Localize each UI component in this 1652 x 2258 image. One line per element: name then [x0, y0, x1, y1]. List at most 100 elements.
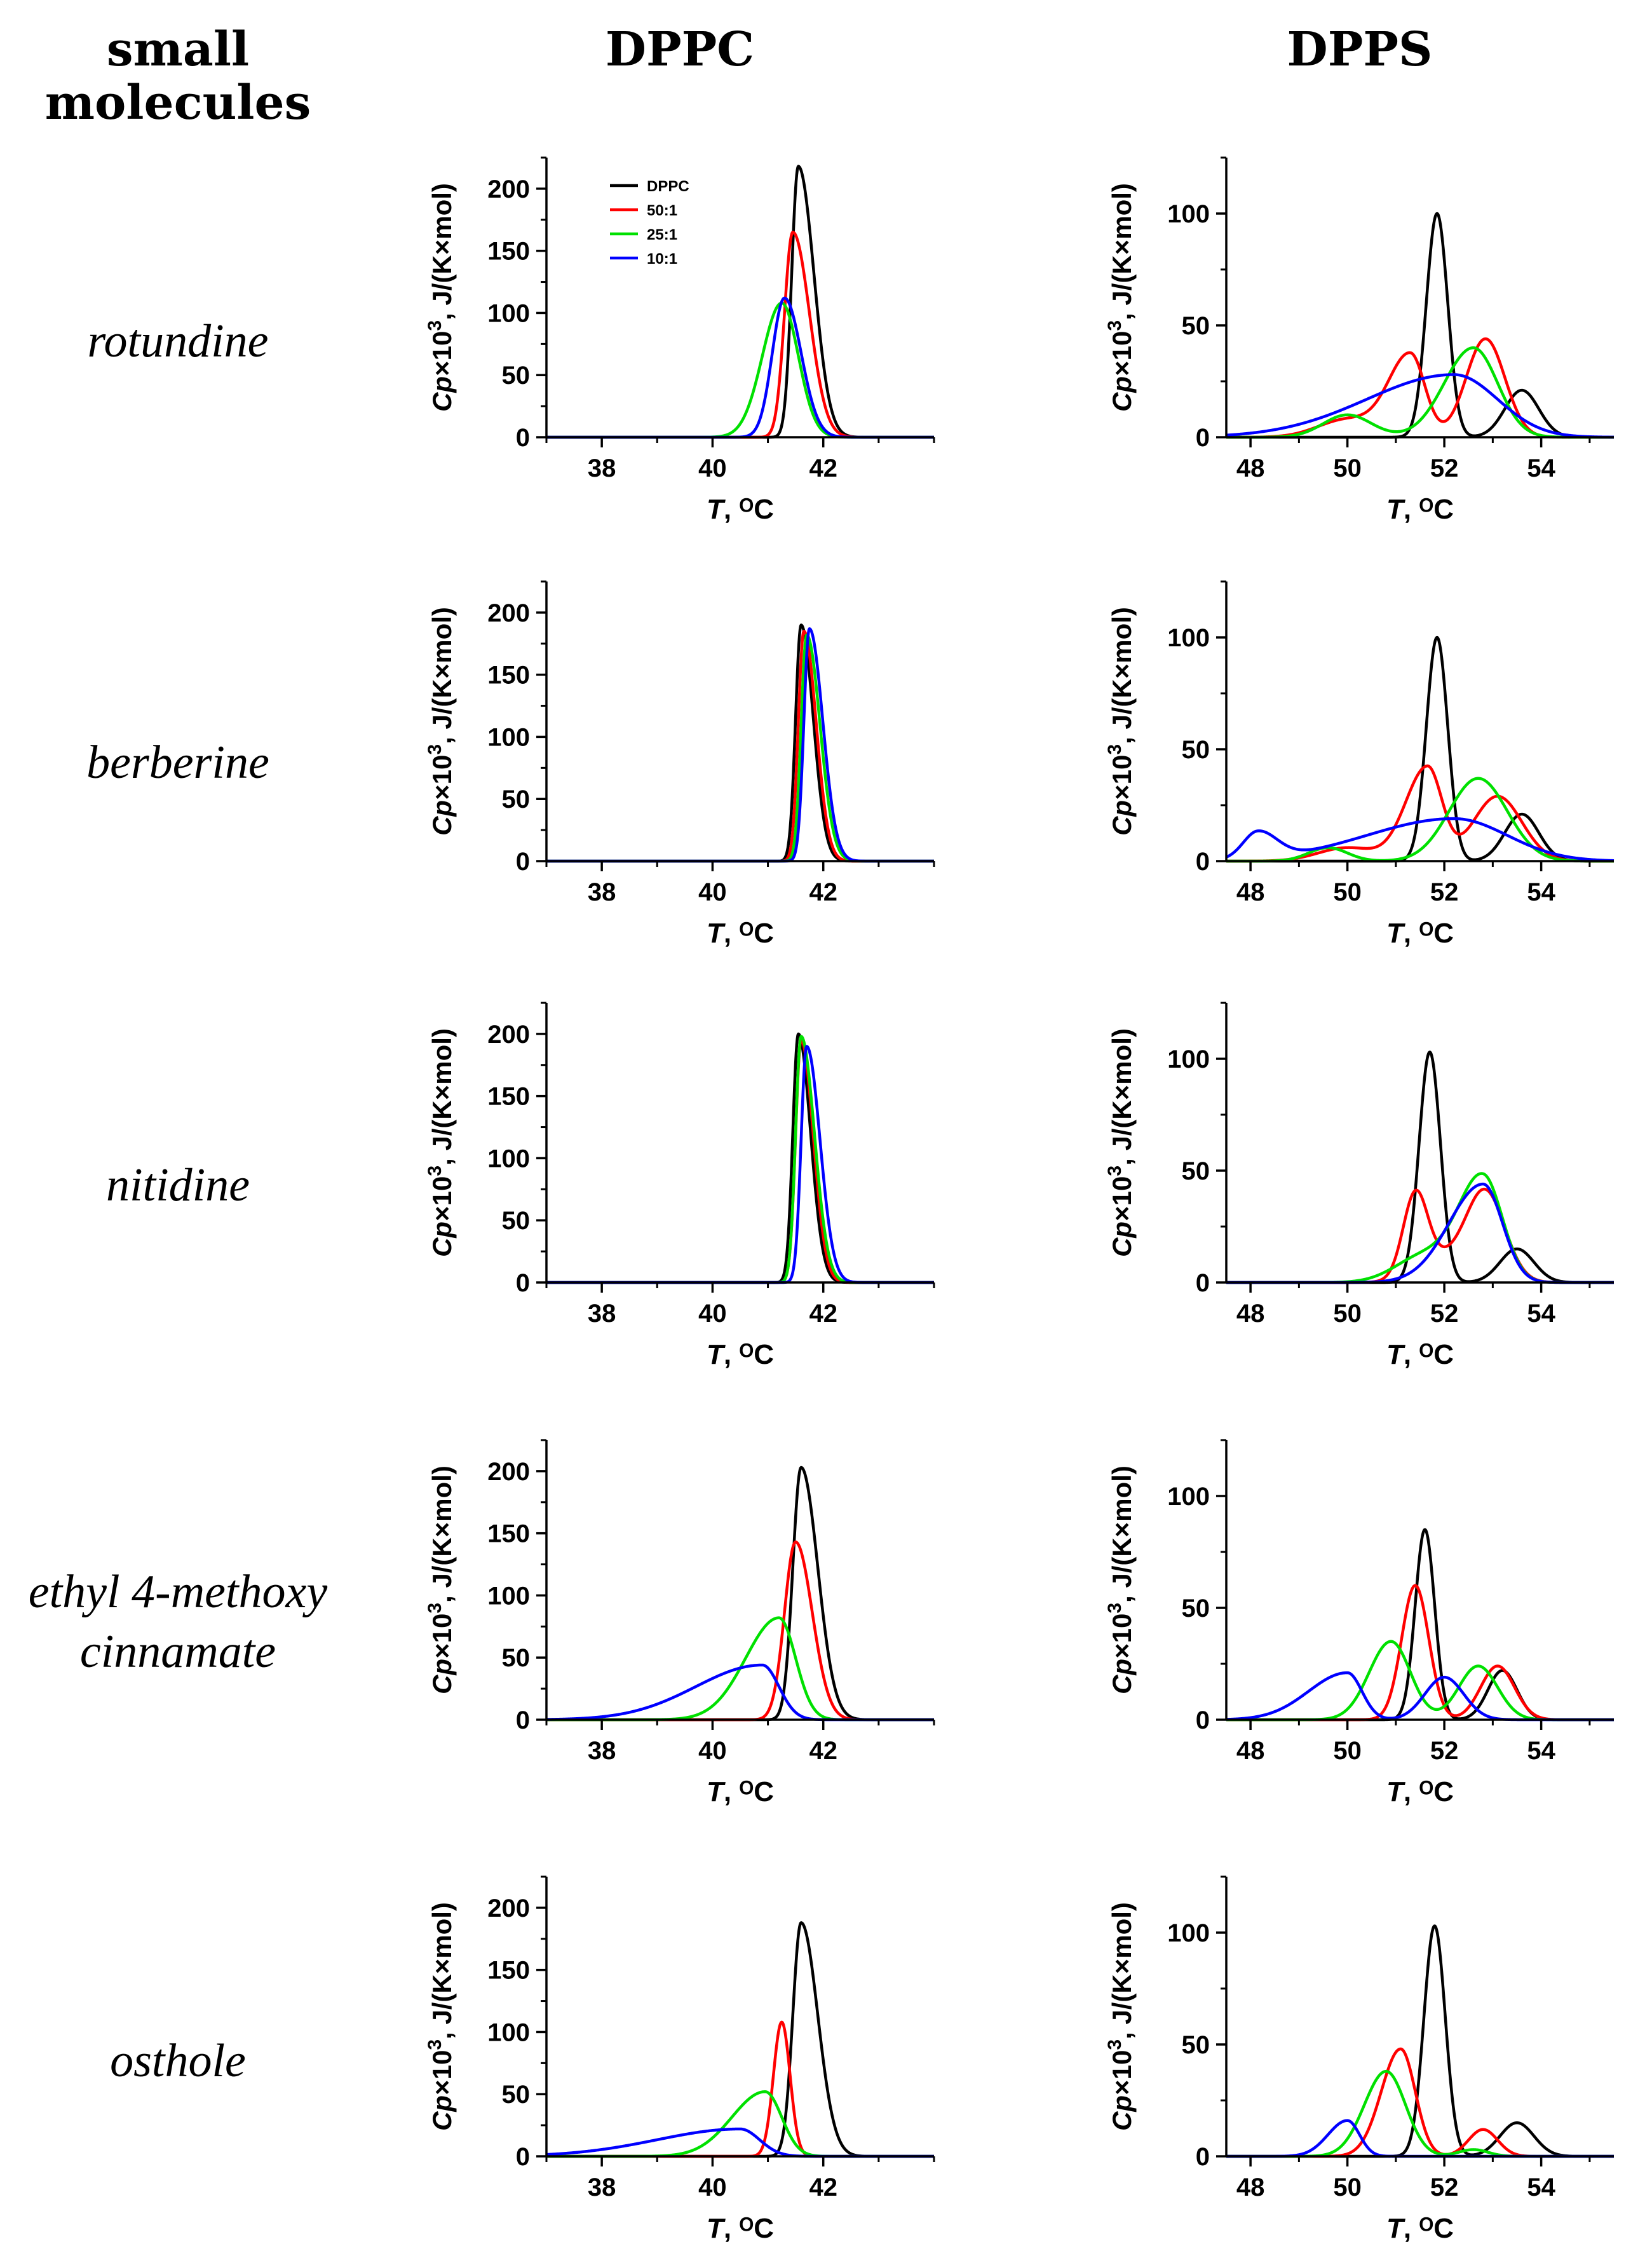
y-axis-label: Cp×103, J/(K×mol) — [424, 1902, 457, 2131]
y-tick-label: 100 — [487, 2018, 530, 2046]
y-tick-label: 150 — [487, 1083, 530, 1111]
x-tick-label: 52 — [1430, 878, 1459, 906]
y-tick-label: 100 — [1167, 1919, 1210, 1947]
header-dpps: DPPS — [1287, 22, 1433, 77]
y-tick-label: 50 — [502, 362, 531, 390]
x-tick-label: 40 — [698, 1300, 727, 1328]
y-axis-label: Cp×103, J/(K×mol) — [1104, 1466, 1137, 1694]
y-tick-label: 0 — [516, 424, 530, 452]
x-tick-label: 48 — [1236, 454, 1265, 482]
y-tick-label: 100 — [1167, 200, 1210, 228]
chart-rotundine-dpps: 48 50 52 54 0 50 100 T, ᴼC Cp×103, J/(K×mol) — [1104, 156, 1615, 525]
series-line-dppc — [1225, 1051, 1615, 1284]
y-tick-label: 0 — [1196, 1706, 1210, 1734]
x-tick-label: 40 — [698, 1737, 727, 1765]
chart-nitidine-dpps: 48 50 52 54 0 50 100 T, ᴼC Cp×103, J/(K×mol) — [1104, 1002, 1615, 1370]
x-tick-label: 54 — [1527, 454, 1555, 482]
y-tick-label: 0 — [1196, 848, 1210, 876]
series-line-25-to-1 — [545, 301, 935, 439]
y-tick-label: 150 — [487, 662, 530, 690]
series-line-50-to-1 — [545, 2020, 935, 2158]
y-tick-label: 100 — [487, 1145, 530, 1173]
x-tick-label: 38 — [588, 2173, 616, 2201]
y-tick-label: 0 — [1196, 1269, 1210, 1297]
x-tick-label: 52 — [1430, 2173, 1459, 2201]
header-dppc: DPPC — [605, 22, 755, 77]
x-tick-label: 42 — [809, 878, 837, 906]
y-tick-label: 150 — [487, 1957, 530, 1985]
header-small-molecules-text: small molecules — [44, 22, 311, 130]
y-tick-label: 200 — [487, 599, 530, 627]
series-line-10-to-1 — [1225, 373, 1615, 439]
y-tick-label: 100 — [487, 299, 530, 327]
x-tick-label: 54 — [1527, 2173, 1555, 2201]
chart-berberine-dppc: 38 40 42 0 50 100 150 200 T, ᴼC Cp×103, J/(K×mol) — [424, 580, 935, 949]
x-tick-label: 48 — [1236, 2173, 1265, 2201]
x-tick-label: 42 — [809, 2173, 837, 2201]
header-small-molecules: small molecules — [44, 23, 311, 130]
y-tick-label: 100 — [487, 723, 530, 751]
y-tick-label: 0 — [1196, 424, 1210, 452]
x-tick-label: 42 — [809, 454, 837, 482]
x-tick-label: 40 — [698, 878, 727, 906]
y-tick-label: 0 — [1196, 2143, 1210, 2171]
x-axis-label: T, ᴼC — [707, 918, 774, 949]
x-tick-label: 52 — [1430, 454, 1459, 482]
y-tick-label: 50 — [1182, 1157, 1210, 1185]
x-axis-label: T, ᴼC — [1386, 2213, 1454, 2244]
legend-label: 25:1 — [647, 226, 677, 243]
y-tick-label: 150 — [487, 238, 530, 266]
y-tick-label: 200 — [487, 1894, 530, 1922]
y-tick-label: 50 — [502, 786, 531, 813]
x-tick-label: 42 — [809, 1737, 837, 1765]
y-tick-label: 100 — [1167, 1483, 1210, 1511]
legend-label: DPPC — [647, 178, 689, 195]
y-axis-label: Cp×103, J/(K×mol) — [424, 1466, 457, 1694]
series-line-25-to-1 — [545, 2090, 935, 2158]
series-line-dppc — [545, 1466, 935, 1722]
y-tick-label: 50 — [1182, 312, 1210, 340]
x-tick-label: 50 — [1333, 878, 1362, 906]
y-axis-label: Cp×103, J/(K×mol) — [424, 607, 457, 836]
row-label-ethyl-cinnamate: ethyl 4-methoxy cinnamate — [28, 1566, 328, 1678]
x-tick-label: 50 — [1333, 2173, 1362, 2201]
row-label-berberine: berberine — [86, 737, 269, 789]
x-tick-label: 50 — [1333, 1300, 1362, 1328]
series-line-dppc — [545, 165, 935, 439]
x-tick-label: 48 — [1236, 878, 1265, 906]
series-line-dppc — [545, 623, 935, 863]
y-tick-label: 0 — [516, 848, 530, 876]
y-axis-label: Cp×103, J/(K×mol) — [1104, 1902, 1137, 2131]
y-tick-label: 200 — [487, 175, 530, 203]
x-tick-label: 40 — [698, 454, 727, 482]
series-line-dppc — [545, 1032, 935, 1284]
y-tick-label: 100 — [1167, 1045, 1210, 1073]
x-tick-label: 50 — [1333, 1737, 1362, 1765]
x-axis-label: T, ᴼC — [707, 494, 774, 525]
series-line-dppc — [1225, 1924, 1615, 2158]
x-axis-label: T, ᴼC — [1386, 1339, 1454, 1370]
x-tick-label: 38 — [588, 1737, 616, 1765]
y-tick-label: 100 — [487, 1582, 530, 1610]
x-tick-label: 52 — [1430, 1300, 1459, 1328]
chart-rotundine-dppc: 38 40 42 0 50 100 150 200 T, ᴼC Cp×103, J/(K×mol)… — [424, 156, 935, 525]
series-line-10-to-1 — [545, 1045, 935, 1284]
y-tick-label: 200 — [487, 1458, 530, 1486]
series-line-50-to-1 — [545, 1038, 935, 1284]
series-line-dppc — [1225, 636, 1615, 863]
series-line-50-to-1 — [545, 231, 935, 439]
series-line-50-to-1 — [545, 1540, 935, 1722]
y-tick-label: 150 — [487, 1520, 530, 1548]
x-tick-label: 38 — [588, 878, 616, 906]
y-tick-label: 0 — [516, 1706, 530, 1734]
series-line-10-to-1 — [1225, 1182, 1615, 1284]
x-axis-label: T, ᴼC — [1386, 918, 1454, 949]
row-label-rotundine: rotundine — [87, 315, 269, 367]
chart-osthole-dpps: 48 50 52 54 0 50 100 T, ᴼC Cp×103, J/(K×mol) — [1104, 1875, 1615, 2244]
y-tick-label: 50 — [502, 1207, 531, 1235]
y-tick-label: 50 — [502, 2081, 531, 2109]
series-line-10-to-1 — [545, 627, 935, 863]
y-tick-label: 200 — [487, 1021, 530, 1049]
series-line-50-to-1 — [1225, 764, 1615, 863]
legend-label: 10:1 — [647, 250, 677, 268]
